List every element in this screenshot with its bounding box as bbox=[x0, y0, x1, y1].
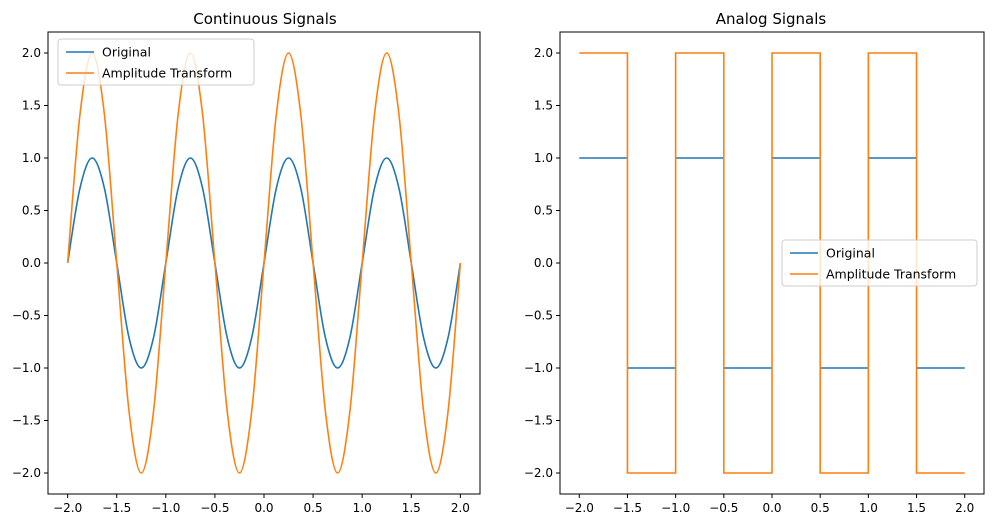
x-tick-label: 0.5 bbox=[811, 501, 830, 515]
legend-box bbox=[57, 38, 255, 86]
series-line-amplitude-transform bbox=[579, 52, 965, 474]
x-tick-label: 1.5 bbox=[907, 501, 926, 515]
x-tick-label: −1.0 bbox=[151, 501, 180, 515]
x-tick-label: 2.0 bbox=[955, 501, 974, 515]
legend: Original Amplitude Transform bbox=[57, 38, 255, 86]
series-group bbox=[66, 52, 462, 474]
y-tick-label: −0.5 bbox=[12, 309, 41, 323]
y-tick-label: 1.0 bbox=[22, 151, 41, 165]
series-group bbox=[579, 52, 965, 474]
chart-analog-signals: Analog Signals −2.0 −1.5 −1.0 −0.5 0.0 0.5 1.0… bbox=[524, 10, 985, 515]
x-tick-label: 1.0 bbox=[353, 501, 372, 515]
legend-entry-label: Original bbox=[826, 246, 875, 261]
y-tick-label: −1.5 bbox=[524, 414, 553, 428]
y-tick-label: 1.5 bbox=[534, 99, 553, 113]
x-tick-label: 1.0 bbox=[859, 501, 878, 515]
x-tick-label: 0.5 bbox=[304, 501, 323, 515]
x-tick-label: −0.5 bbox=[200, 501, 229, 515]
chart-title: Analog Signals bbox=[716, 10, 827, 28]
y-tick-label: −1.0 bbox=[12, 361, 41, 375]
x-tick-label: −1.5 bbox=[102, 501, 131, 515]
chart-title: Continuous Signals bbox=[193, 10, 337, 28]
y-tick-label: 2.0 bbox=[534, 46, 553, 60]
y-tick-label: −0.5 bbox=[524, 309, 553, 323]
y-tick-label: 2.0 bbox=[22, 46, 41, 60]
legend-box bbox=[781, 239, 978, 287]
y-tick-label: −1.5 bbox=[12, 414, 41, 428]
y-tick-label: −2.0 bbox=[524, 466, 553, 480]
chart-continuous-signals: Continuous Signals −2.0 −1.5 −1.0 −0.5 0.0 0.… bbox=[12, 10, 481, 515]
y-tick-label: 0.0 bbox=[22, 256, 41, 270]
y-tick-label: 0.0 bbox=[534, 256, 553, 270]
ticks-group: −2.0 −1.5 −1.0 −0.5 0.0 0.5 1.0 1.5 2.0 −2.0 −1.5 −… bbox=[12, 46, 470, 515]
y-tick-label: −1.0 bbox=[524, 361, 553, 375]
legend-entry-label: Amplitude Transform bbox=[826, 267, 956, 282]
legend-entry-label: Original bbox=[102, 45, 151, 60]
x-tick-label: −2.0 bbox=[53, 501, 82, 515]
x-tick-label: −2.0 bbox=[565, 501, 594, 515]
legend-entry-label: Amplitude Transform bbox=[102, 66, 232, 81]
y-tick-label: 1.0 bbox=[534, 151, 553, 165]
x-tick-label: −1.5 bbox=[613, 501, 642, 515]
x-tick-label: −1.0 bbox=[661, 501, 690, 515]
y-tick-label: 1.5 bbox=[22, 99, 41, 113]
y-tick-label: −2.0 bbox=[12, 466, 41, 480]
x-tick-label: 1.5 bbox=[402, 501, 421, 515]
x-tick-label: 0.0 bbox=[762, 501, 781, 515]
x-tick-label: 0.0 bbox=[254, 501, 273, 515]
ticks-group: −2.0 −1.5 −1.0 −0.5 0.0 0.5 1.0 1.5 2.0 −2.0 −1.5 −… bbox=[524, 46, 974, 515]
legend: Original Amplitude Transform bbox=[781, 239, 978, 287]
y-tick-label: 0.5 bbox=[22, 204, 41, 218]
y-tick-label: 0.5 bbox=[534, 204, 553, 218]
series-line-amplitude-transform bbox=[66, 52, 462, 474]
x-tick-label: −0.5 bbox=[709, 501, 738, 515]
x-tick-label: 2.0 bbox=[451, 501, 470, 515]
